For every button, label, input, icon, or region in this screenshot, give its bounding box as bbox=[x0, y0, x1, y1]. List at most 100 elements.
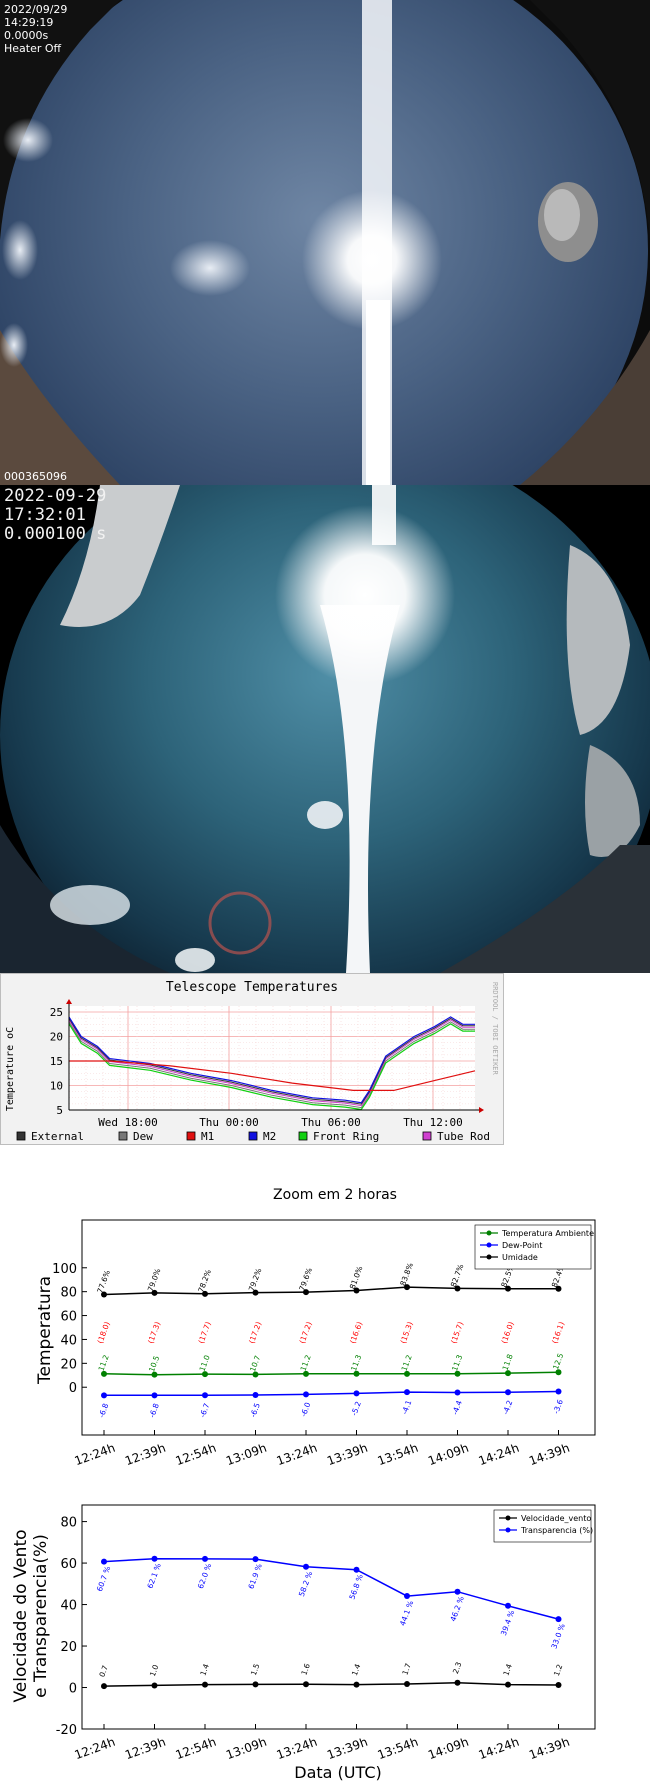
chart1-point bbox=[151, 1289, 158, 1296]
chart2-point bbox=[555, 1682, 562, 1689]
chart2-xtick: 13:24h bbox=[275, 1735, 319, 1763]
chart2-point bbox=[303, 1563, 309, 1570]
camera1-exposure: 0.0000s bbox=[4, 29, 49, 42]
telescope-legend-label: Dew bbox=[133, 1130, 153, 1143]
telescope-ytick: 5 bbox=[56, 1104, 63, 1117]
telescope-legend-swatch bbox=[186, 1131, 196, 1141]
telescope-xtick: Wed 18:00 bbox=[98, 1116, 158, 1129]
chart2-point bbox=[454, 1679, 461, 1686]
chart1-point bbox=[252, 1371, 259, 1378]
chart1-point-label: -6.0 bbox=[299, 1401, 313, 1418]
chart2-point bbox=[505, 1681, 511, 1688]
zoom-chart-title: Zoom em 2 horas bbox=[273, 1187, 397, 1203]
chart1-point-label: (16.0) bbox=[500, 1320, 516, 1344]
chart2-point-label: 56.8 % bbox=[347, 1573, 364, 1601]
chart1-point bbox=[505, 1389, 511, 1396]
chart2-ytick: 20 bbox=[60, 1640, 77, 1655]
chart1-point-label: 12.5 bbox=[551, 1352, 565, 1371]
chart1-xtick: 12:39h bbox=[123, 1441, 167, 1469]
chart1-point-label: (17.2) bbox=[298, 1320, 314, 1344]
chart1-xtick: 13:09h bbox=[224, 1441, 268, 1469]
chart1-point-label: 78.2% bbox=[196, 1268, 213, 1293]
telescope-xtick: Thu 06:00 bbox=[301, 1116, 361, 1129]
camera1-heater-status: Heater Off bbox=[4, 42, 62, 55]
chart1-point-label: -4.1 bbox=[400, 1399, 414, 1416]
camera1-info: 2022/09/29 14:29:19 0.0000s Heater Off bbox=[4, 3, 67, 55]
chart1-point-label: (16.1) bbox=[550, 1320, 566, 1344]
chart1-xtick: 13:39h bbox=[325, 1441, 369, 1469]
telescope-legend-label: Front Ring bbox=[313, 1130, 379, 1143]
chart2-point-label: 1.5 bbox=[249, 1662, 262, 1677]
telescope-legend-swatch bbox=[248, 1131, 258, 1141]
chart1-point-label: -4.2 bbox=[501, 1399, 515, 1416]
chart2-point-label: 1.0 bbox=[148, 1663, 161, 1678]
chart2-point-label: 33.0 % bbox=[549, 1622, 566, 1650]
chart1-point-label: (17.7) bbox=[197, 1320, 213, 1344]
chart1-point bbox=[353, 1287, 360, 1294]
chart2-line-velocidade-vento bbox=[103, 1681, 559, 1687]
camera1-frame-id: 000365096 bbox=[4, 470, 67, 483]
chart1-point-label: -6.5 bbox=[248, 1402, 262, 1419]
chart2-point bbox=[404, 1680, 410, 1687]
telescope-legend-label: M1 bbox=[201, 1130, 214, 1143]
chart1-line-dew-point bbox=[104, 1390, 559, 1397]
chart1-xtick: 12:24h bbox=[73, 1441, 117, 1469]
chart2-point bbox=[404, 1593, 410, 1600]
camera2-date: 2022-09-29 bbox=[4, 486, 107, 506]
chart1-point bbox=[252, 1289, 259, 1296]
telescope-line-external bbox=[68, 1017, 475, 1105]
chart1-point-label: 81.0% bbox=[348, 1265, 365, 1290]
chart2-point bbox=[252, 1681, 259, 1688]
chart1-point-label: (16.6) bbox=[348, 1320, 364, 1344]
camera2-info: 2022-09-29 17:32:01 0.000100 s bbox=[4, 487, 106, 544]
telescope-legend-label: M2 bbox=[263, 1130, 276, 1143]
chart1-point-label: (15.3) bbox=[399, 1320, 415, 1344]
chart2-point-label: 46.2 % bbox=[448, 1595, 465, 1623]
chart1-point bbox=[454, 1389, 461, 1396]
chart2-line-transparencia- bbox=[103, 1557, 559, 1620]
chart1-legend-label: Temperatura Ambiente bbox=[501, 1229, 594, 1238]
telescope-legend-swatch bbox=[298, 1131, 308, 1141]
chart2-point bbox=[454, 1588, 461, 1595]
chart2-point-label: 60.7 % bbox=[95, 1565, 112, 1593]
chart2-ytick: 0 bbox=[69, 1682, 77, 1697]
chart1-point-label: 11.8 bbox=[501, 1353, 515, 1372]
chart2-point bbox=[303, 1681, 309, 1688]
chart2-point-label: 1.2 bbox=[552, 1663, 565, 1678]
telescope-chart-svg: Telescope Temperatures Temperature oC RR… bbox=[5, 980, 499, 1143]
chart1-ytick: 0 bbox=[69, 1381, 77, 1396]
chart2-point-label: 62.1 % bbox=[145, 1562, 162, 1590]
chart1-ytick: 60 bbox=[60, 1310, 77, 1325]
chart2-xtick: 14:24h bbox=[477, 1735, 521, 1763]
allsky-camera-image-1: 2022/09/29 14:29:19 0.0000s Heater Off 0… bbox=[0, 0, 650, 485]
camera1-date: 2022/09/29 bbox=[4, 3, 68, 16]
chart2-xlabel: Data (UTC) bbox=[294, 1763, 382, 1782]
chart2-ylabel-line2: e Transparencia(%) bbox=[31, 1534, 51, 1698]
chart2-point bbox=[353, 1681, 360, 1688]
camera2-exposure: 0.000100 s bbox=[4, 524, 107, 544]
chart1-point bbox=[404, 1284, 410, 1291]
chart1-ytick: 20 bbox=[60, 1357, 77, 1372]
chart1-point bbox=[303, 1370, 309, 1377]
chart2-xtick: 12:24h bbox=[73, 1735, 117, 1763]
telescope-ytick: 20 bbox=[50, 1031, 63, 1044]
chart1-point bbox=[101, 1291, 107, 1298]
chart2-point-label: 1.4 bbox=[198, 1662, 211, 1677]
chart1-frame bbox=[81, 1219, 596, 1436]
chart1-point bbox=[353, 1370, 360, 1377]
chart1-point-label: (15.7) bbox=[449, 1320, 465, 1344]
chart1-ytick: 80 bbox=[60, 1286, 77, 1301]
chart2-point bbox=[101, 1558, 107, 1565]
chart2-point-label: 1.4 bbox=[350, 1662, 363, 1677]
chart1-point bbox=[151, 1371, 158, 1378]
chart1-point-label: (17.2) bbox=[247, 1320, 263, 1344]
telescope-temperatures-chart: Telescope Temperatures Temperature oC RR… bbox=[0, 973, 504, 1145]
chart2-ytick: 40 bbox=[60, 1599, 77, 1614]
telescope-line-m1 bbox=[69, 1060, 476, 1092]
chart2-point bbox=[353, 1566, 360, 1573]
chart2-point-label: 61.9 % bbox=[246, 1562, 263, 1590]
telescope-xtick: Thu 00:00 bbox=[199, 1116, 259, 1129]
telescope-legend-swatch bbox=[118, 1131, 128, 1141]
telescope-xtick: Thu 12:00 bbox=[403, 1116, 463, 1129]
chart1-point-label: 79.2% bbox=[247, 1267, 264, 1292]
